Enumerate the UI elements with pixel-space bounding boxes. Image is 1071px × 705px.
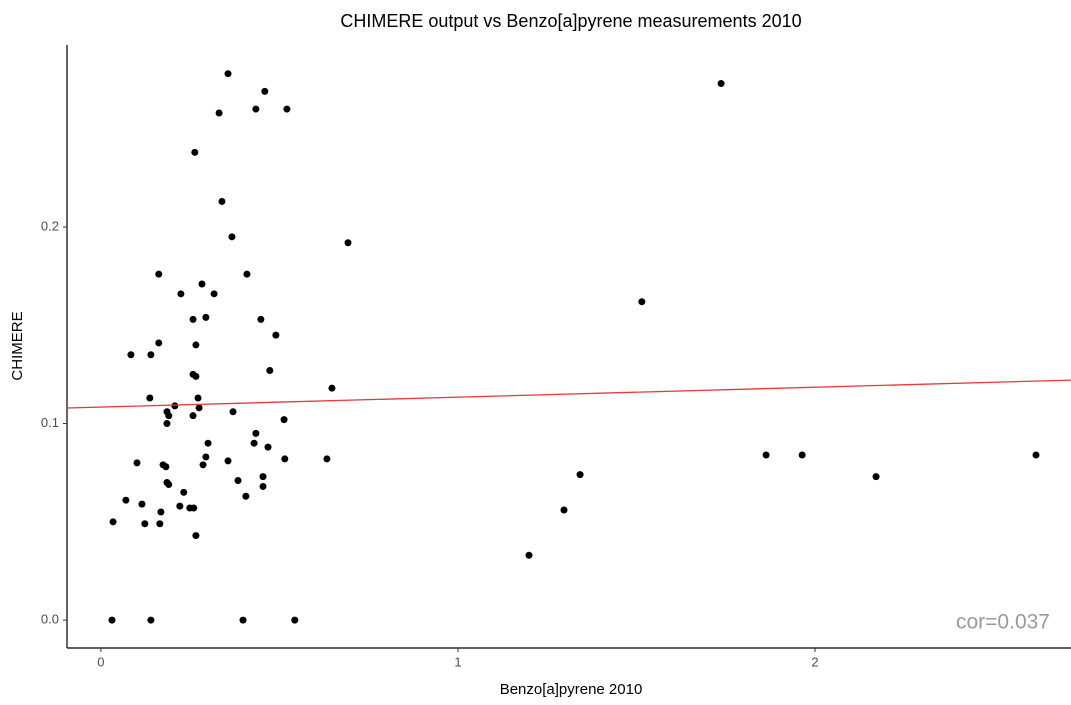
point [202,453,210,461]
point [194,394,202,402]
point [224,70,232,78]
point [344,239,352,247]
point [259,482,267,490]
point [525,551,533,559]
point [122,496,130,504]
point [264,443,272,451]
point [189,412,197,420]
point [109,518,117,526]
point [162,463,170,471]
point [177,290,185,298]
point [191,148,199,156]
y-tick-label: 0.0 [41,612,59,627]
point [234,477,242,485]
point [283,105,291,113]
x-axis-title: Benzo[a]pyrene 2010 [500,681,643,698]
point [155,270,163,278]
point [218,197,226,205]
point [266,366,274,374]
point [242,492,250,500]
point [762,451,770,459]
point [872,473,880,481]
point [146,394,154,402]
point [239,616,247,624]
point [192,372,200,380]
point [259,473,267,481]
point [195,404,203,412]
point [576,471,584,479]
point [323,455,331,463]
point [281,455,289,463]
point [157,508,165,516]
point [147,351,155,359]
point [215,109,223,117]
point [108,616,116,624]
point [202,313,210,321]
point [1032,451,1040,459]
trend-line [66,379,1071,409]
point [189,315,197,323]
y-axis-title: CHIMERE [9,311,26,380]
point [210,290,218,298]
point [257,315,265,323]
point [155,339,163,347]
point [252,105,260,113]
point [204,439,212,447]
point [280,416,288,424]
x-tick-label: 2 [811,654,818,669]
point [252,429,260,437]
point [798,451,806,459]
annotation: cor=0.037 [956,611,1050,634]
point [171,402,179,410]
point [199,461,207,469]
y-tick-label: 0.1 [41,415,59,430]
point [147,616,155,624]
y-tick-label: 0.2 [41,218,59,233]
point [243,270,251,278]
point [165,480,173,488]
point [141,520,149,528]
point [229,408,237,416]
x-tick-label: 1 [454,654,461,669]
point [180,488,188,496]
point [133,459,141,467]
point [192,341,200,349]
point [560,506,568,514]
point [224,457,232,465]
point [198,280,206,288]
point [261,87,269,95]
point [165,412,173,420]
chart-title: CHIMERE output vs Benzo[a]pyrene measure… [340,11,801,31]
point [328,384,336,392]
point [127,351,135,359]
point [176,502,184,510]
x-tick-label: 0 [97,654,104,669]
point [163,420,171,428]
point [291,616,299,624]
point [638,298,646,306]
point [228,233,236,241]
point [192,532,200,540]
point [250,439,258,447]
point [156,520,164,528]
point [138,500,146,508]
point [272,331,280,339]
point [190,504,198,512]
point [717,80,725,88]
